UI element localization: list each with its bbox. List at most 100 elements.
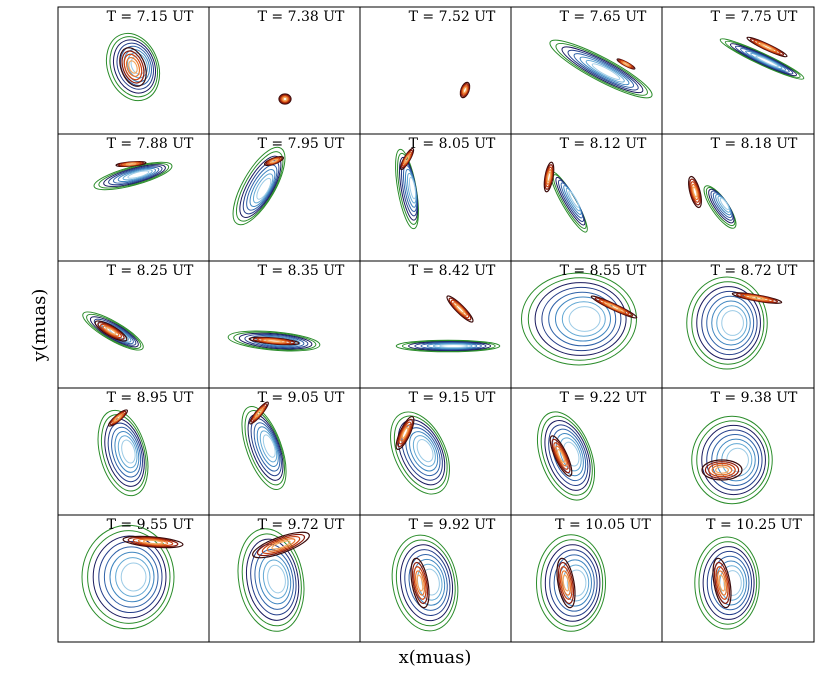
- contour: [111, 426, 142, 478]
- panel-background: [209, 515, 360, 642]
- panel: [209, 7, 360, 134]
- hot-contour: [460, 83, 470, 97]
- x-axis-label: x(muas): [399, 647, 472, 668]
- contour: [115, 557, 151, 597]
- contour: [81, 524, 175, 630]
- hot-contour: [543, 161, 555, 193]
- panel-title: T = 7.15 UT: [107, 9, 194, 25]
- hot-contour: [462, 86, 468, 94]
- panel-background: [511, 7, 662, 134]
- hot-contour: [760, 43, 774, 51]
- contour: [401, 340, 496, 352]
- contour: [233, 331, 317, 351]
- panel: [662, 515, 814, 642]
- hot-contour: [714, 466, 729, 474]
- contour: [553, 554, 595, 612]
- contour: [412, 435, 436, 467]
- contour: [109, 551, 155, 603]
- contour: [696, 420, 770, 500]
- panel-background: [360, 515, 511, 642]
- panel: [360, 134, 511, 261]
- contour: [555, 296, 611, 342]
- panel-background: [511, 261, 662, 388]
- hot-contour: [252, 531, 310, 559]
- contour: [82, 311, 144, 351]
- hot-contour: [278, 93, 292, 105]
- hot-contour: [398, 421, 412, 445]
- contour: [227, 330, 321, 352]
- contour: [121, 439, 136, 464]
- contour: [534, 282, 627, 356]
- panel-title: T = 9.05 UT: [258, 390, 345, 406]
- panel-background: [511, 134, 662, 261]
- contour: [253, 422, 281, 472]
- hot-contour: [556, 448, 566, 464]
- panel-title: T = 10.05 UT: [555, 517, 651, 533]
- panel-title: T = 9.72 UT: [258, 517, 345, 533]
- contour: [404, 549, 451, 616]
- contour: [558, 559, 592, 607]
- hot-contour: [462, 85, 468, 95]
- hot-contour: [559, 566, 573, 600]
- hot-contour: [448, 297, 472, 321]
- hot-contour: [556, 557, 576, 609]
- panel-title: T = 8.55 UT: [560, 263, 647, 279]
- contour: [541, 286, 622, 352]
- hot-contour: [125, 56, 141, 78]
- panel-background: [209, 7, 360, 134]
- contour: [122, 169, 153, 181]
- panel-title: T = 8.35 UT: [258, 263, 345, 279]
- contour: [256, 177, 272, 200]
- panel-background: [209, 261, 360, 388]
- hot-contour: [450, 299, 470, 319]
- contour: [127, 170, 150, 179]
- hot-contour: [127, 536, 179, 548]
- contour: [113, 39, 157, 94]
- hot-contour: [704, 461, 740, 479]
- panel: [662, 388, 814, 515]
- contour: [706, 295, 755, 351]
- hot-contour: [282, 96, 288, 102]
- panel-title: T = 9.22 UT: [560, 390, 647, 406]
- contour: [421, 568, 440, 596]
- hot-contour: [114, 414, 122, 422]
- panel: [360, 7, 511, 134]
- panel-background: [360, 134, 511, 261]
- hot-contour: [411, 561, 429, 605]
- contour: [237, 528, 305, 632]
- panel-background: [511, 388, 662, 515]
- hot-contour: [716, 570, 728, 596]
- panel: [58, 261, 209, 388]
- contour: [561, 46, 644, 94]
- panel-title: T = 7.52 UT: [409, 9, 496, 25]
- contour: [97, 409, 149, 497]
- contour: [262, 559, 289, 599]
- contour: [232, 146, 286, 226]
- hot-contour: [265, 339, 283, 343]
- contour: [710, 555, 750, 611]
- hot-contour: [125, 162, 137, 166]
- contour: [255, 336, 301, 347]
- panel: [209, 515, 360, 642]
- contour: [734, 45, 794, 75]
- hot-contour: [261, 536, 301, 554]
- hot-contour: [718, 574, 726, 592]
- contour: [241, 406, 287, 490]
- panel-background: [360, 7, 511, 134]
- contour: [89, 316, 139, 348]
- hot-contour: [137, 538, 169, 546]
- contour: [391, 534, 459, 632]
- hot-contour: [708, 462, 736, 478]
- contour: [103, 164, 166, 187]
- panel-title: T = 8.12 UT: [560, 136, 647, 152]
- contour: [548, 424, 589, 486]
- contour: [112, 166, 160, 184]
- contour: [252, 173, 274, 204]
- panel-title: T = 9.15 UT: [409, 390, 496, 406]
- contour: [432, 343, 473, 349]
- contour: [117, 167, 156, 183]
- panel: [58, 7, 209, 134]
- contour: [400, 544, 454, 622]
- contour: [561, 301, 606, 337]
- panel-title: T = 8.18 UT: [711, 136, 798, 152]
